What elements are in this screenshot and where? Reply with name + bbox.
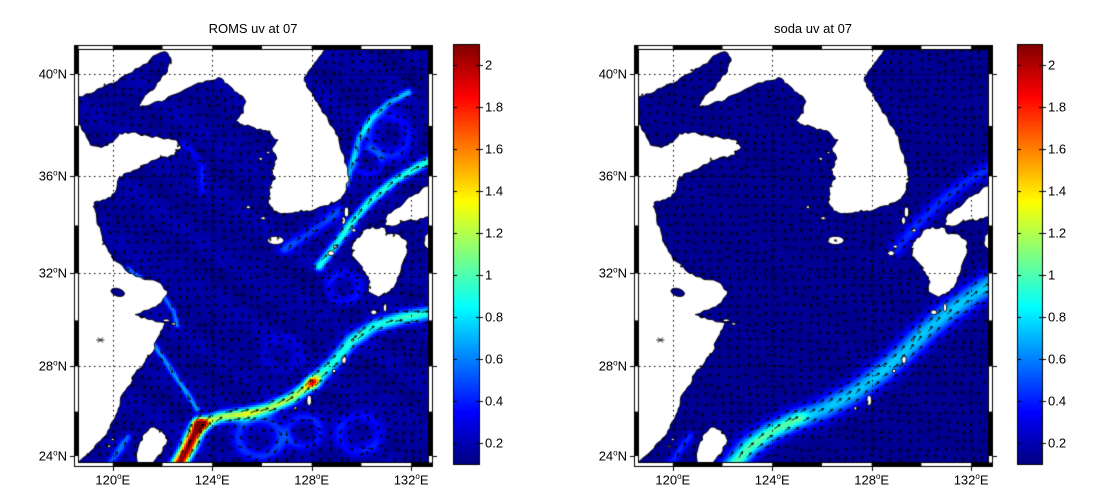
roms-y-tick-label: 36oN [38, 168, 67, 184]
roms-y-tick-label: 24oN [38, 448, 67, 464]
soda-colorbar-tick-label: 1.4 [1048, 183, 1067, 199]
soda-colorbar-tick-label: 0.2 [1048, 435, 1067, 451]
soda-colorbar-tick-label: 0.8 [1048, 309, 1067, 325]
roms-x-tick-label: 120oE [95, 472, 131, 488]
soda-x-tick-label: 132oE [953, 472, 989, 488]
soda-colorbar-tick-label: 1.6 [1048, 141, 1067, 157]
roms-y-tick-label: 28oN [38, 358, 67, 375]
roms-colorbar-tick-label: 1.4 [485, 183, 504, 199]
soda-x-tick-label: 128oE [854, 472, 890, 488]
soda-x-tick-label: 120oE [655, 472, 691, 488]
roms-colorbar-tick-label: 1.2 [485, 225, 504, 241]
soda-y-tick-label: 36oN [598, 168, 627, 184]
roms-y-tick-label: 32oN [38, 265, 67, 282]
roms-colorbar-tick-label: 0.8 [485, 309, 504, 325]
soda-colorbar-tick-label: 0.6 [1048, 351, 1067, 367]
soda-colorbar-tick-label: 1 [1048, 267, 1056, 283]
roms-x-tick-label: 132oE [393, 472, 429, 488]
soda-y-tick-label: 24oN [598, 448, 627, 464]
roms-colorbar-tick-label: 0.6 [485, 351, 504, 367]
roms-colorbar-tick-label: 0.4 [485, 393, 504, 409]
roms-colorbar-tick-label: 1.6 [485, 141, 504, 157]
soda-colorbar-tick-label: 0.4 [1048, 393, 1067, 409]
roms-colorbar-tick-label: 0.2 [485, 435, 504, 451]
soda-panel-title: soda uv at 07 [773, 21, 853, 36]
soda-colorbar-tick-label: 1.8 [1048, 99, 1067, 115]
soda-colorbar-tick-label: 1.2 [1048, 225, 1067, 241]
roms-x-tick-label: 128oE [294, 472, 330, 488]
roms-panel-title: ROMS uv at 07 [208, 21, 298, 36]
roms-x-tick-label: 124oE [194, 472, 230, 488]
soda-y-tick-label: 40oN [598, 66, 627, 82]
roms-colorbar-tick-label: 1.8 [485, 99, 504, 115]
soda-colorbar-tick-label: 2 [1048, 57, 1056, 73]
soda-y-tick-label: 28oN [598, 358, 627, 375]
soda-y-tick-label: 32oN [598, 265, 627, 282]
soda-x-tick-label: 124oE [754, 472, 790, 488]
roms-colorbar-tick-label: 2 [485, 57, 493, 73]
roms-y-tick-label: 40oN [38, 66, 67, 82]
roms-colorbar-tick-label: 1 [485, 267, 493, 283]
